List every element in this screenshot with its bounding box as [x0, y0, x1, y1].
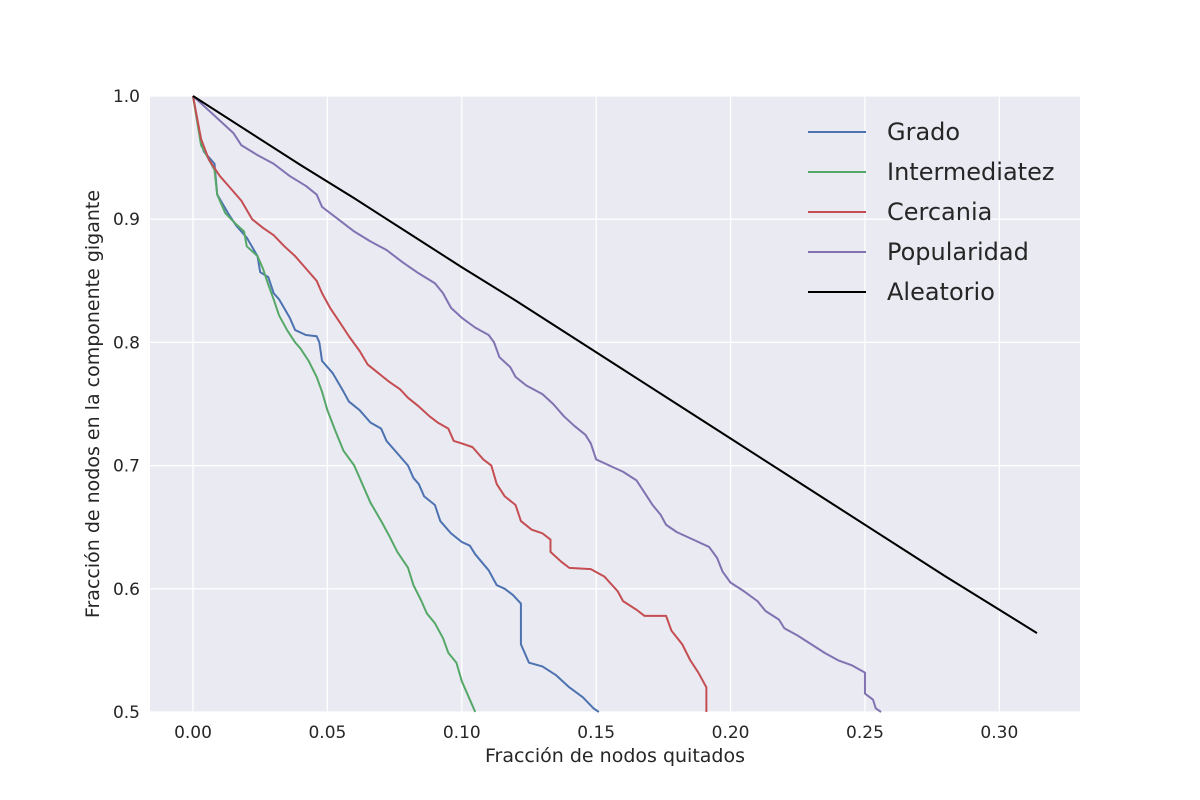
x-tick-label: 0.10	[443, 723, 481, 743]
y-tick-label: 1.0	[113, 87, 140, 107]
legend-label: Cercania	[887, 198, 992, 226]
y-tick-label: 0.7	[113, 457, 140, 477]
series-line-intermediatez	[192, 95, 477, 713]
series-line-cercania	[192, 95, 708, 712]
x-tick-label: 0.25	[846, 723, 884, 743]
legend-label: Grado	[887, 118, 960, 146]
x-tick-label: 0.15	[577, 723, 615, 743]
plot-background	[150, 96, 1080, 712]
series-lines	[192, 95, 1038, 713]
legend-label: Aleatorio	[887, 278, 995, 306]
legend: Grado Intermediatez Cercania Popularidad Ale…	[808, 118, 1054, 306]
y-tick-label: 0.6	[113, 580, 140, 600]
y-tick-label: 0.9	[113, 210, 140, 230]
y-tick-label: 0.5	[113, 703, 140, 723]
legend-label: Popularidad	[887, 238, 1029, 266]
x-axis-label: Fracción de nodos quitados	[485, 745, 745, 767]
series-line-popularidad	[192, 95, 882, 713]
legend-label: Intermediatez	[887, 158, 1054, 186]
series-line-aleatorio	[192, 95, 1038, 634]
x-tick-label: 0.05	[308, 723, 346, 743]
x-tick-label: 0.20	[712, 723, 750, 743]
x-tick-label: 0.00	[174, 723, 212, 743]
y-tick-labels: 0.5 0.6 0.7 0.8 0.9 1.0	[113, 87, 140, 723]
x-tick-label: 0.30	[980, 723, 1018, 743]
y-tick-label: 0.8	[113, 333, 140, 353]
y-axis-label: Fracción de nodos en la componente gigan…	[82, 190, 104, 618]
x-tick-labels: 0.00 0.05 0.10 0.15 0.20 0.25 0.30	[174, 723, 1018, 743]
